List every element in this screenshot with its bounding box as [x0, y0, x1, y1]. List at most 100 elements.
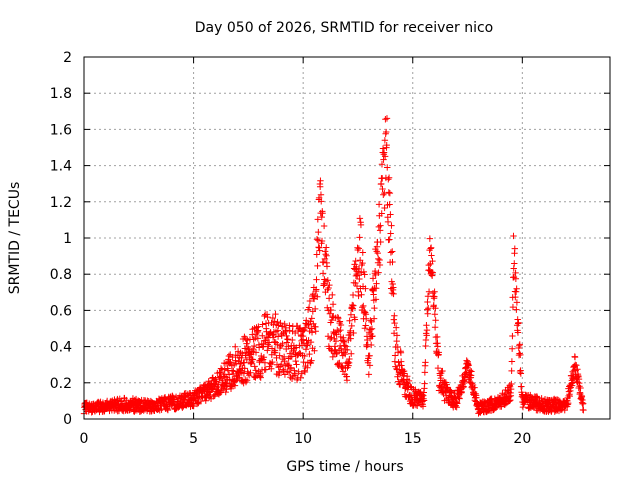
data-point	[567, 387, 574, 395]
y-tick-label: 2	[63, 50, 72, 66]
data-point	[371, 267, 379, 275]
data-point	[343, 377, 351, 384]
data-point	[351, 316, 359, 323]
data-point	[425, 261, 432, 269]
y-tick-label: 1.2	[50, 195, 72, 211]
data-point	[439, 367, 446, 375]
data-point	[511, 245, 518, 252]
data-point	[360, 268, 368, 276]
data-point	[284, 336, 292, 343]
data-point	[378, 210, 385, 217]
data-point	[447, 387, 454, 394]
data-point	[377, 238, 384, 246]
x-tick-labels: 0 5 10 15 20	[80, 431, 532, 447]
data-point	[384, 218, 392, 226]
data-point	[317, 191, 325, 198]
data-point	[265, 343, 272, 350]
data-point	[568, 382, 576, 389]
data-point	[241, 345, 249, 352]
data-point	[390, 284, 397, 291]
data-points	[80, 115, 587, 417]
data-point	[424, 306, 431, 313]
data-point	[434, 343, 441, 350]
data-point	[465, 362, 472, 369]
data-point	[249, 331, 256, 338]
data-point	[507, 392, 515, 399]
data-point	[435, 349, 442, 356]
data-point	[533, 393, 541, 400]
data-point	[453, 400, 461, 407]
data-point	[308, 357, 315, 364]
data-point	[422, 342, 429, 350]
data-point	[297, 374, 304, 381]
y-tick-label: 0	[63, 412, 72, 428]
data-point	[426, 235, 434, 242]
data-point	[362, 322, 369, 329]
x-tick-label: 5	[189, 431, 198, 447]
data-point	[384, 164, 391, 171]
data-point	[405, 377, 413, 385]
data-point	[483, 408, 491, 415]
data-point	[429, 272, 436, 279]
data-point	[375, 255, 382, 263]
data-point	[354, 268, 362, 275]
y-tick-label: 0.8	[50, 267, 72, 283]
data-point	[335, 328, 343, 335]
data-point	[326, 310, 334, 318]
data-point	[515, 319, 522, 326]
data-point	[385, 176, 392, 183]
data-point	[158, 406, 165, 413]
data-point	[572, 367, 580, 374]
data-point	[380, 156, 387, 163]
data-point	[509, 332, 516, 340]
data-point	[383, 141, 390, 149]
data-point	[430, 302, 437, 309]
data-point	[513, 306, 520, 313]
data-point	[287, 364, 295, 371]
data-point	[127, 406, 135, 413]
data-point	[317, 177, 324, 184]
data-point	[300, 358, 307, 366]
data-point	[293, 361, 300, 368]
data-point	[431, 324, 439, 331]
data-point	[347, 311, 355, 318]
data-point	[517, 351, 524, 359]
data-point	[301, 368, 309, 376]
data-point	[428, 252, 435, 259]
y-tick-label: 1.8	[50, 86, 72, 102]
data-point	[361, 271, 368, 278]
data-point	[378, 161, 386, 168]
data-point	[337, 321, 345, 329]
data-point	[348, 322, 355, 330]
x-axis-label: GPS time / hours	[286, 459, 403, 475]
data-point	[365, 371, 373, 378]
data-point	[518, 383, 525, 390]
y-tick-label: 0.6	[50, 303, 72, 319]
data-point	[561, 406, 568, 414]
data-point	[389, 248, 396, 255]
data-point	[429, 257, 436, 265]
data-point	[306, 297, 314, 305]
data-point	[397, 349, 405, 356]
data-point	[432, 317, 439, 324]
data-point	[243, 340, 250, 347]
data-point	[369, 332, 376, 340]
data-point	[427, 245, 434, 252]
data-point	[443, 381, 450, 388]
data-point	[358, 291, 365, 298]
x-tick-label: 10	[294, 431, 312, 447]
data-point	[385, 189, 393, 196]
data-point	[566, 392, 573, 400]
y-axis-label: SRMTID / TECUs	[7, 182, 23, 295]
data-point	[337, 326, 344, 334]
data-point	[247, 369, 254, 376]
data-point	[303, 342, 311, 349]
data-point	[344, 358, 352, 366]
data-point	[367, 341, 375, 349]
data-point	[263, 311, 271, 318]
data-point	[389, 258, 396, 266]
data-point	[382, 128, 390, 136]
data-point	[388, 222, 395, 229]
data-point	[328, 316, 335, 324]
data-point	[391, 352, 399, 359]
